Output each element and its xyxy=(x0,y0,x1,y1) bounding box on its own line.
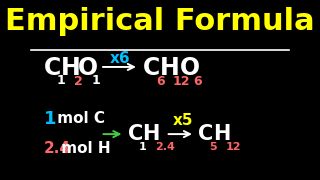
Text: C: C xyxy=(128,124,143,144)
Text: 2.4: 2.4 xyxy=(44,141,71,156)
Text: O: O xyxy=(78,56,98,80)
Text: C: C xyxy=(198,124,213,144)
Text: 2.4: 2.4 xyxy=(155,142,175,152)
Text: H: H xyxy=(213,124,231,144)
Text: 1: 1 xyxy=(92,74,101,87)
Text: mol C: mol C xyxy=(52,111,105,126)
Text: H: H xyxy=(142,124,160,144)
Text: C: C xyxy=(143,56,160,80)
Text: O: O xyxy=(180,56,200,80)
Text: 12: 12 xyxy=(173,75,190,88)
Text: 1: 1 xyxy=(56,74,65,87)
Text: 6: 6 xyxy=(156,75,164,88)
Text: H: H xyxy=(159,56,179,80)
Text: 1: 1 xyxy=(139,142,147,152)
Text: Empirical Formula: Empirical Formula xyxy=(5,7,315,36)
Text: 5: 5 xyxy=(210,142,217,152)
Text: C: C xyxy=(44,56,61,80)
Text: mol H: mol H xyxy=(56,141,111,156)
Text: 1: 1 xyxy=(44,110,56,128)
Text: x6: x6 xyxy=(110,51,130,66)
Text: 6: 6 xyxy=(194,75,202,88)
Text: x5: x5 xyxy=(172,113,193,128)
Text: 12: 12 xyxy=(226,142,241,152)
Text: H: H xyxy=(60,56,80,80)
Text: 2: 2 xyxy=(74,75,83,88)
